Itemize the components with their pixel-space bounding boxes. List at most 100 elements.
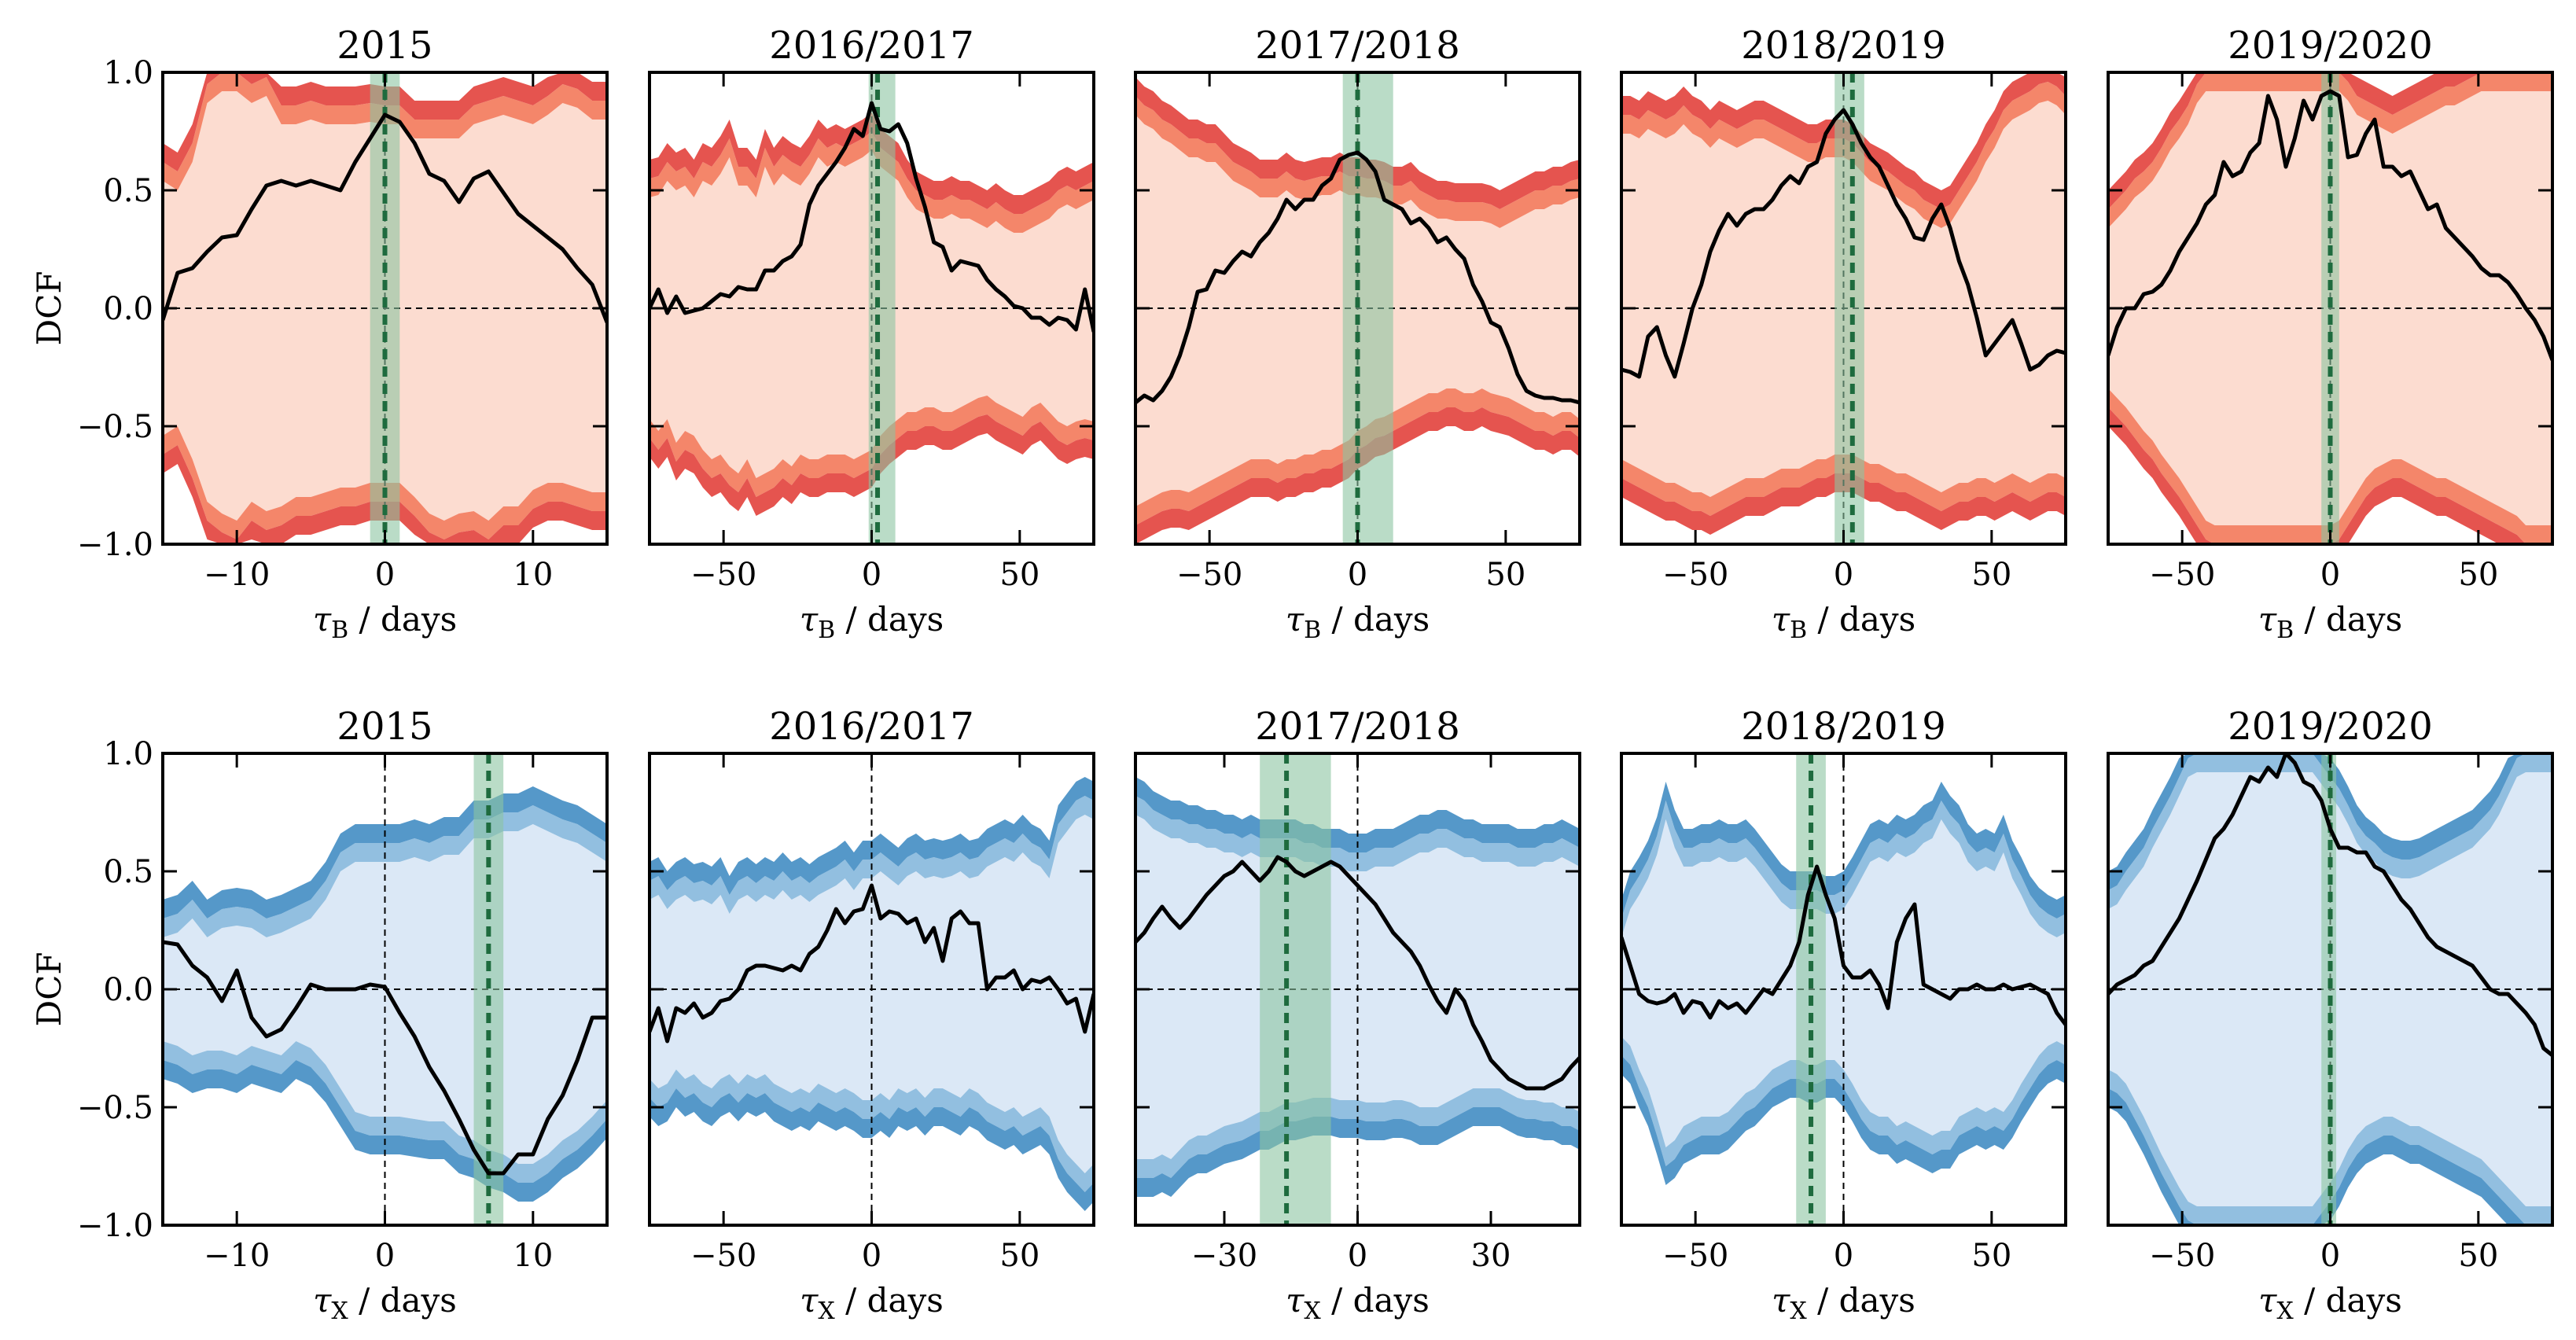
envelope-mid-upper	[650, 796, 1094, 914]
plot-area	[650, 72, 1094, 544]
envelope-outer-lower	[1621, 1055, 2066, 1185]
x-tick-label: 50	[1971, 557, 2011, 593]
peak-uncertainty-band	[2321, 72, 2339, 544]
plot-area	[163, 72, 607, 544]
x-tick-label: 0	[1834, 1238, 1853, 1274]
y-tick-label: −0.5	[77, 1090, 153, 1126]
y-tick-label: −0.5	[77, 409, 153, 445]
panel-title: 2015	[337, 24, 432, 68]
dcf-curve	[1135, 150, 1580, 405]
envelope-outer-upper	[1135, 777, 1580, 852]
envelope-outer-lower	[1621, 473, 2066, 535]
panel-bottom-4: −50 0 50 2018/2019 τX / days	[1620, 705, 2067, 1325]
x-axis-label: τX / days	[313, 1281, 457, 1325]
envelope-mid-lower	[163, 1041, 607, 1183]
x-tick-label: 0	[1834, 557, 1853, 593]
dcf-curve	[1135, 855, 1580, 1091]
plot-area	[2108, 753, 2552, 1225]
x-tick-label: −50	[1662, 557, 1728, 593]
x-axis-label: τB / days	[800, 600, 944, 644]
x-tick-label: 0	[1348, 557, 1367, 593]
envelope-mid-lower	[2108, 388, 2552, 544]
envelope-mid-lower	[1621, 455, 2066, 516]
envelope-outer-upper	[650, 777, 1094, 895]
dcf-curve	[1621, 108, 2066, 379]
x-tick-label: 50	[999, 557, 1040, 593]
envelope-mid-upper	[163, 72, 607, 190]
envelope-outer-upper	[1621, 782, 2066, 918]
dcf-curve	[1621, 864, 2066, 1026]
y-tick-label: 0.5	[103, 173, 153, 209]
panel-bottom-5: −50 0 50 2019/2020 τX / days	[2107, 705, 2554, 1325]
panel-title: 2016/2017	[769, 705, 973, 749]
envelope-outer-lower	[650, 1088, 1094, 1211]
envelope-outer-upper	[1135, 77, 1580, 209]
x-tick-label: 0	[375, 557, 395, 593]
plot-area	[1621, 753, 2066, 1225]
envelope-mid-upper	[163, 805, 607, 937]
y-tick-label: −1.0	[77, 1208, 153, 1244]
peak-uncertainty-band	[1260, 753, 1331, 1225]
envelope-outer-upper	[650, 112, 1094, 214]
dcf-curve	[163, 112, 607, 323]
x-tick-label: −50	[2149, 1238, 2215, 1274]
y-tick-label: 0.0	[103, 291, 153, 327]
envelope-outer-lower	[1135, 1107, 1580, 1197]
panel-bottom-1: −10 0 10 −1.0 −0.5 0.0 0.5 1.0 2015 τX / days DCF	[30, 705, 609, 1325]
x-tick-label: 0	[862, 557, 881, 593]
panel-top-5: −50 0 50 2019/2020 τB / days	[2107, 24, 2554, 644]
envelope-outer-lower	[163, 1060, 607, 1202]
x-tick-label: 50	[999, 1238, 1040, 1274]
dcf-curve	[650, 101, 1094, 333]
envelope-mid-upper	[1135, 796, 1580, 871]
x-tick-label: 10	[513, 1238, 553, 1274]
x-tick-label: −30	[1191, 1238, 1257, 1274]
panel-title: 2018/2019	[1741, 24, 1945, 68]
envelope-mid-lower	[650, 1069, 1094, 1192]
envelope-outer-upper	[2108, 753, 2552, 890]
envelope-fill	[650, 815, 1094, 1173]
envelope-mid-upper	[650, 131, 1094, 233]
panel-top-3: −50 0 50 2017/2018 τB / days	[1134, 24, 1581, 644]
dcf-curve	[2108, 89, 2552, 361]
x-tick-label: 50	[1485, 557, 1525, 593]
envelope-mid-lower	[1621, 1036, 2066, 1166]
panel-title: 2016/2017	[769, 24, 973, 68]
panel-title: 2015	[337, 705, 432, 749]
x-tick-label: −50	[1662, 1238, 1728, 1274]
y-tick-label: 1.0	[103, 55, 153, 91]
panel-title: 2019/2020	[2228, 705, 2432, 749]
plot-area	[1621, 72, 2066, 544]
dcf-curve	[2108, 753, 2552, 1057]
x-tick-label: −50	[1176, 557, 1242, 593]
x-tick-label: 0	[2320, 1238, 2340, 1274]
x-axis-label: τB / days	[2258, 600, 2402, 644]
x-axis-label: τB / days	[1286, 600, 1430, 644]
x-axis-label: τB / days	[313, 600, 457, 644]
x-tick-label: −50	[2149, 557, 2215, 593]
y-axis-label: DCF	[30, 271, 68, 346]
panel-title: 2018/2019	[1741, 705, 1945, 749]
x-tick-label: 0	[2320, 557, 2340, 593]
x-tick-label: 50	[2458, 557, 2498, 593]
panel-top-1: −10 0 10 −1.0 −0.5 0.0 0.5 1.0 2015 τB / days DCF	[30, 24, 609, 644]
envelope-mid-upper	[1621, 801, 2066, 937]
envelope-mid-upper	[2108, 72, 2552, 228]
envelope-outer-lower	[163, 445, 607, 544]
envelope-outer-lower	[2108, 1088, 2552, 1225]
peak-uncertainty-band	[1342, 72, 1393, 544]
envelope-fill	[1621, 819, 2066, 1147]
panel-title: 2019/2020	[2228, 24, 2432, 68]
envelope-outer-upper	[163, 786, 607, 918]
y-tick-label: −1.0	[77, 527, 153, 563]
panel-top-2: −50 0 50 2016/2017 τB / days	[648, 24, 1095, 644]
envelope-mid-upper	[1135, 96, 1580, 228]
x-axis-label: τX / days	[1772, 1281, 1915, 1325]
dcf-curve	[163, 940, 607, 1176]
x-axis-label: τX / days	[1286, 1281, 1430, 1325]
plot-area	[2108, 72, 2552, 544]
panel-title: 2017/2018	[1255, 24, 1459, 68]
x-axis-label: τX / days	[800, 1281, 944, 1325]
x-tick-label: −50	[690, 1238, 756, 1274]
